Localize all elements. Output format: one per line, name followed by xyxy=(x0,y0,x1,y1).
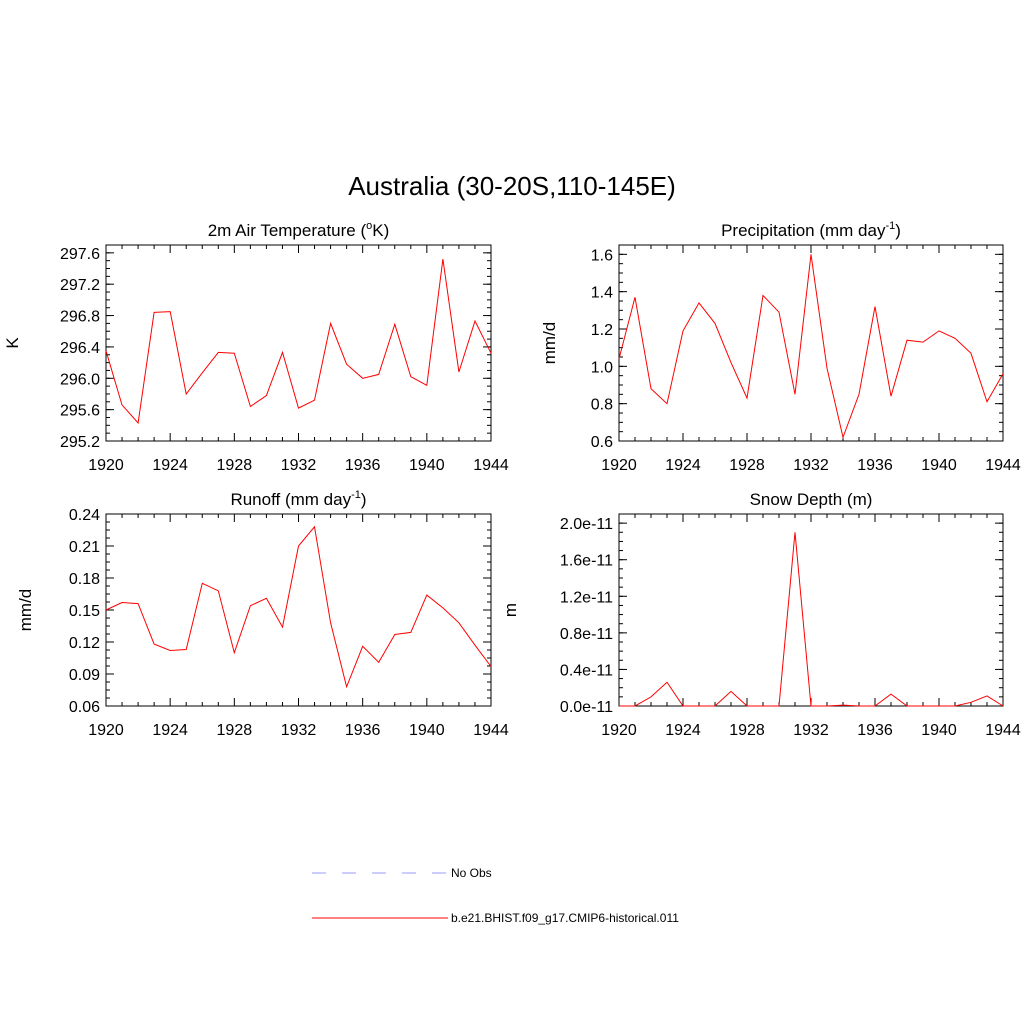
panel-title-main: Runoff (mm day xyxy=(230,490,351,509)
x-tick-label: 1936 xyxy=(345,457,381,474)
y-tick-label: 1.4 xyxy=(591,285,613,302)
plot-frame xyxy=(618,513,1004,707)
series-line xyxy=(105,259,492,425)
panel-title: 2m Air Temperature (oK) xyxy=(208,220,390,240)
y-tick-label: 0.18 xyxy=(69,571,100,588)
y-axis-label: mm/d xyxy=(16,589,35,632)
y-tick-label: 0.0e-11 xyxy=(560,699,613,716)
x-tick-label: 1924 xyxy=(152,457,188,474)
y-tick-label: 297.2 xyxy=(60,277,100,294)
x-tick-label: 1944 xyxy=(985,457,1021,474)
panel-title-sup: -1 xyxy=(351,489,361,501)
panel-1: 1920 1924 1928 1932 1936 1940 1944 295.2 295.6 29… xyxy=(3,220,509,474)
y-tick-label: 0.6 xyxy=(591,434,613,451)
x-tick-label: 1920 xyxy=(601,457,637,474)
x-tick-label: 1932 xyxy=(281,457,317,474)
main-title: Australia (30-20S,110-145E) xyxy=(348,171,676,201)
x-tick-label: 1940 xyxy=(409,457,445,474)
legend-label: b.e21.BHIST.f09_g17.CMIP6-historical.011 xyxy=(451,911,679,925)
panel-title-sup: o xyxy=(366,220,372,232)
panel-2: 1920 1924 1928 1932 1936 1940 1944 0.6 0.8 1.0 1.2… xyxy=(540,220,1021,474)
y-axis-label: mm/d xyxy=(540,322,559,365)
series-line xyxy=(105,525,492,689)
y-axis-label: K xyxy=(3,337,22,349)
y-tick-label: 295.6 xyxy=(60,403,100,420)
y-tick-label: 0.09 xyxy=(69,667,100,684)
x-tick-label: 1944 xyxy=(473,722,509,739)
y-tick-label: 296.8 xyxy=(60,309,100,326)
panel-title: Runoff (mm day-1) xyxy=(230,489,366,509)
y-tick-label: 0.12 xyxy=(69,635,100,652)
y-tick-label: 0.24 xyxy=(69,507,100,524)
x-tick-label: 1920 xyxy=(88,457,124,474)
y-tick-label: 2.0e-11 xyxy=(560,516,613,533)
panel-title-tail: K) xyxy=(372,221,389,240)
x-tick-label: 1920 xyxy=(601,722,637,739)
y-tick-label: 297.6 xyxy=(60,246,100,263)
x-tick-label: 1940 xyxy=(921,722,957,739)
x-tick-label: 1924 xyxy=(152,722,188,739)
x-tick-label: 1924 xyxy=(665,457,701,474)
panel-title: Precipitation (mm day-1) xyxy=(721,220,901,240)
legend-label: No Obs xyxy=(451,866,492,880)
y-tick-label: 1.0 xyxy=(591,359,613,376)
plot-frame xyxy=(105,244,492,442)
x-tick-label: 1936 xyxy=(345,722,381,739)
panel-title-tail: ) xyxy=(895,221,901,240)
x-tick-label: 1936 xyxy=(857,457,893,474)
y-tick-label: 0.4e-11 xyxy=(560,662,613,679)
x-tick-label: 1932 xyxy=(281,722,317,739)
x-tick-label: 1936 xyxy=(857,722,893,739)
y-tick-label: 0.06 xyxy=(69,699,100,716)
x-tick-label: 1932 xyxy=(793,722,829,739)
x-tick-label: 1944 xyxy=(473,457,509,474)
panel-title-main: 2m Air Temperature ( xyxy=(208,221,367,240)
y-tick-label: 1.6 xyxy=(591,247,613,264)
y-tick-label: 295.2 xyxy=(60,434,100,451)
panel-title: Snow Depth (m) xyxy=(750,490,873,509)
plot-frame xyxy=(618,244,1004,442)
plot-frame xyxy=(105,513,492,707)
panel-title-sup: -1 xyxy=(885,220,895,232)
panel-title-tail: ) xyxy=(361,490,367,509)
series-line xyxy=(619,532,1004,707)
y-tick-label: 0.8 xyxy=(591,397,613,414)
x-tick-label: 1928 xyxy=(217,457,253,474)
legend: No Obs b.e21.BHIST.f09_g17.CMIP6-historic… xyxy=(312,866,679,925)
series-line xyxy=(618,254,1004,440)
y-tick-label: 1.2e-11 xyxy=(560,589,613,606)
x-tick-label: 1928 xyxy=(217,722,253,739)
y-tick-label: 296.0 xyxy=(60,371,100,388)
x-tick-label: 1920 xyxy=(88,722,124,739)
x-tick-label: 1944 xyxy=(985,722,1021,739)
x-tick-label: 1932 xyxy=(793,457,829,474)
y-tick-label: 296.4 xyxy=(60,340,100,357)
y-tick-label: 1.2 xyxy=(591,322,613,339)
panel-title-main: Precipitation (mm day xyxy=(721,221,886,240)
y-axis-label: m xyxy=(501,603,520,617)
y-tick-label: 0.8e-11 xyxy=(560,626,613,643)
x-tick-label: 1928 xyxy=(729,457,765,474)
x-tick-label: 1924 xyxy=(665,722,701,739)
y-tick-label: 1.6e-11 xyxy=(560,553,613,570)
y-tick-label: 0.15 xyxy=(69,603,100,620)
panel-4: 1920 1924 1928 1932 1936 1940 1944 0.0e-11 0.4e-… xyxy=(501,490,1021,739)
panel-3: 1920 1924 1928 1932 1936 1940 1944 0.06 0.09 0.12… xyxy=(16,489,509,739)
x-tick-label: 1928 xyxy=(729,722,765,739)
x-tick-label: 1940 xyxy=(921,457,957,474)
panel-title-main: Snow Depth (m) xyxy=(750,490,873,509)
x-tick-label: 1940 xyxy=(409,722,445,739)
y-tick-label: 0.21 xyxy=(69,539,100,556)
